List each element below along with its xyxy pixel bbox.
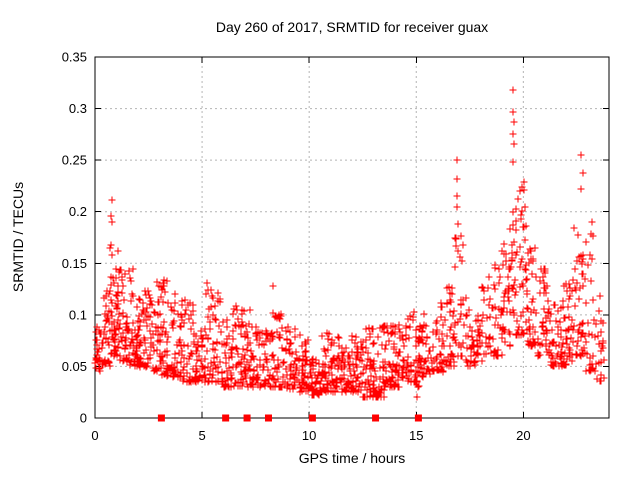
zero-flag-square-marker (372, 414, 380, 422)
zero-flag-square-marker (243, 414, 251, 422)
x-tick-label: 5 (198, 428, 205, 443)
y-tick-label: 0.15 (62, 256, 87, 271)
x-tick-label: 0 (91, 428, 98, 443)
y-tick-label: 0.1 (69, 307, 87, 322)
zero-flag-square-marker (222, 414, 230, 422)
zero-flag-square-marker (308, 414, 316, 422)
zero-flag-square-marker (414, 414, 422, 422)
y-tick-label: 0 (80, 411, 87, 426)
zero-flag-square-marker (157, 414, 165, 422)
zero-flag-square-marker (264, 414, 272, 422)
x-tick-label: 15 (409, 428, 423, 443)
y-tick-label: 0.05 (62, 359, 87, 374)
y-tick-label: 0.35 (62, 50, 87, 65)
x-axis-label: GPS time / hours (298, 450, 406, 466)
x-tick-label: 20 (516, 428, 530, 443)
y-tick-label: 0.25 (62, 153, 87, 168)
x-tick-label: 10 (302, 428, 316, 443)
chart-title: Day 260 of 2017, SRMTID for receiver gua… (215, 19, 489, 35)
data-points-plus-markers (91, 86, 608, 401)
y-tick-label: 0.3 (69, 101, 87, 116)
y-tick-label: 0.2 (69, 204, 87, 219)
plot-border (94, 56, 610, 419)
